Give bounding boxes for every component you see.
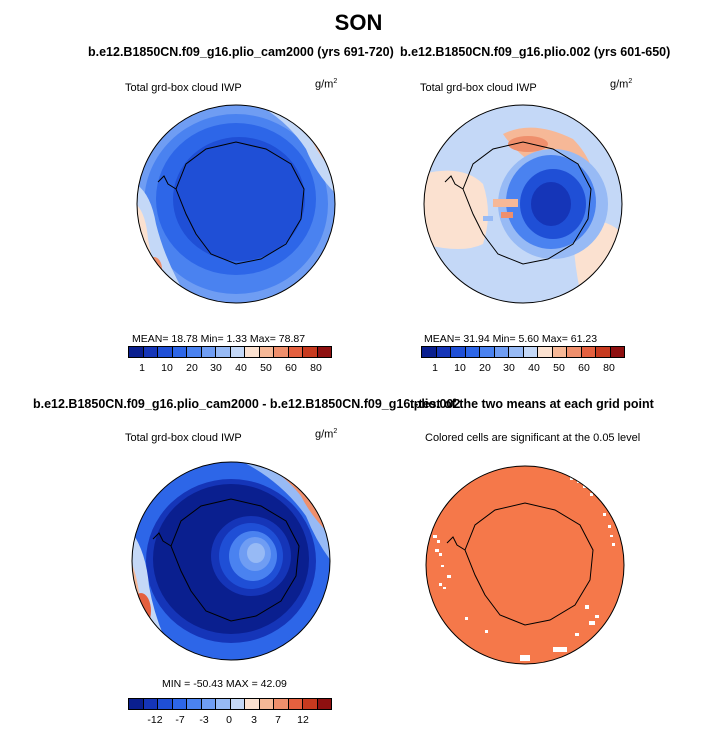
- panel2-variable-label: Total grd-box cloud IWP: [420, 82, 537, 94]
- panel3-colorbar-tick: 7: [275, 714, 281, 726]
- panel2-colorbar-tick: 80: [603, 362, 615, 374]
- panel1-title: b.e12.B1850CN.f09_g16.plio_cam2000 (yrs …: [88, 45, 394, 59]
- panel1-colorbar-tick: 60: [285, 362, 297, 374]
- panel1-units-label: g/m2: [315, 78, 338, 91]
- panel3-colorbar: [128, 698, 332, 710]
- panel3-units-label: g/m2: [315, 428, 338, 441]
- panel3-colorbar-tick: -12: [147, 714, 163, 726]
- panel2-colorbar-tick: 50: [553, 362, 565, 374]
- panel2-polar-map: [423, 104, 623, 304]
- panel4-significance-map: [425, 465, 625, 665]
- panel3-colorbar-tick: 0: [226, 714, 232, 726]
- panel3-stats: MIN = -50.43 MAX = 42.09: [162, 678, 287, 690]
- panel2-title: b.e12.B1850CN.f09_g16.plio.002 (yrs 601-…: [400, 45, 671, 59]
- panel3-title: b.e12.B1850CN.f09_g16.plio_cam2000 - b.e…: [33, 397, 461, 411]
- panel1-colorbar-tick: 80: [310, 362, 322, 374]
- panel3-polar-map: [131, 461, 331, 661]
- panel1-polar-map: [136, 104, 336, 304]
- panel2-colorbar-tick: 1: [432, 362, 438, 374]
- figure-title: SON: [334, 10, 383, 35]
- panel2-units-label: g/m2: [610, 78, 633, 91]
- panel1-colorbar-tick: 40: [235, 362, 247, 374]
- panel2-stats: MEAN= 31.94 Min= 5.60 Max= 61.23: [424, 333, 598, 345]
- panel1-colorbar-tick: 10: [161, 362, 173, 374]
- panel2-colorbar: [421, 346, 625, 358]
- panel2-colorbar-tick: 20: [479, 362, 491, 374]
- panel2-colorbar-tick: 30: [503, 362, 515, 374]
- panel1-colorbar-tick: 30: [210, 362, 222, 374]
- panel2-colorbar-tick: 10: [454, 362, 466, 374]
- panel1-colorbar-tick: 50: [260, 362, 272, 374]
- panel3-colorbar-tick: -7: [175, 714, 185, 726]
- panel1-colorbar-tick: 20: [186, 362, 198, 374]
- panel2-colorbar-tick: 60: [578, 362, 590, 374]
- panel2-colorbar-tick: 40: [528, 362, 540, 374]
- panel1-variable-label: Total grd-box cloud IWP: [125, 82, 242, 94]
- panel4-subtitle: Colored cells are significant at the 0.0…: [425, 432, 641, 444]
- panel3-colorbar-tick: -3: [199, 714, 209, 726]
- panel3-variable-label: Total grd-box cloud IWP: [125, 432, 242, 444]
- panel1-colorbar-tick: 1: [139, 362, 145, 374]
- panel1-stats: MEAN= 18.78 Min= 1.33 Max= 78.87: [132, 333, 306, 345]
- panel3-colorbar-tick: 12: [297, 714, 309, 726]
- panel4-title: t-test of the two means at each grid poi…: [410, 397, 654, 411]
- panel3-colorbar-tick: 3: [251, 714, 257, 726]
- panel1-colorbar: [128, 346, 332, 358]
